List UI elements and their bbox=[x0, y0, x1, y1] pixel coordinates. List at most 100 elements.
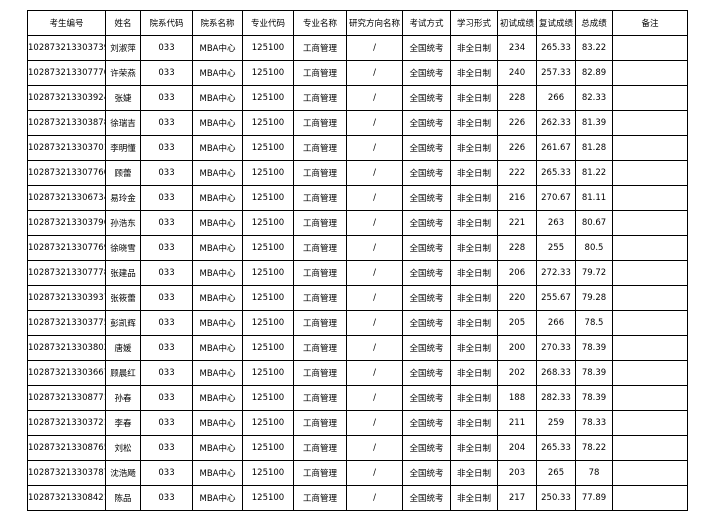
table-cell: 非全日制 bbox=[450, 110, 498, 136]
table-cell: 张婕 bbox=[105, 85, 141, 111]
table-cell: 全国统考 bbox=[402, 160, 451, 186]
table-cell: 125100 bbox=[242, 60, 294, 86]
score-table: 考生编号 姓名 院系代码 院系名称 专业代码 专业名称 研究方向名称 考试方式 学习形式 初试成绩… bbox=[27, 10, 688, 511]
table-cell: 顾晨红 bbox=[105, 360, 141, 386]
table-cell: MBA中心 bbox=[192, 135, 243, 161]
table-cell: 非全日制 bbox=[450, 210, 498, 236]
table-cell: 易玲金 bbox=[105, 185, 141, 211]
table-cell: 102873213303739 bbox=[27, 35, 106, 61]
table-cell: 033 bbox=[140, 485, 193, 511]
table-cell: 125100 bbox=[242, 85, 294, 111]
table-cell: 全国统考 bbox=[402, 360, 451, 386]
empty-cell bbox=[612, 335, 688, 361]
table-cell: 非全日制 bbox=[450, 185, 498, 211]
table-cell: 102873213307770 bbox=[27, 60, 106, 86]
table-cell: 125100 bbox=[242, 385, 294, 411]
table-cell: MBA中心 bbox=[192, 385, 243, 411]
table-row: 102873213307760 顾蕾 033 MBA中心 125100 工商管理 / 全国统考… bbox=[27, 160, 688, 186]
table-cell: 102873213303937 bbox=[27, 285, 106, 311]
empty-cell bbox=[612, 260, 688, 286]
empty-cell bbox=[612, 35, 688, 61]
table-cell: 工商管理 bbox=[293, 335, 347, 361]
empty-cell bbox=[612, 185, 688, 211]
table-cell: 266 bbox=[536, 310, 576, 336]
table-cell: 78.39 bbox=[575, 385, 613, 411]
table-cell: 125100 bbox=[242, 285, 294, 311]
table-cell: 102873213303878 bbox=[27, 110, 106, 136]
table-cell: 228 bbox=[497, 235, 537, 261]
table-cell: 102873213303796 bbox=[27, 210, 106, 236]
table-cell: / bbox=[346, 485, 403, 511]
table-cell: 全国统考 bbox=[402, 435, 451, 461]
table-cell: MBA中心 bbox=[192, 310, 243, 336]
empty-cell bbox=[612, 135, 688, 161]
table-cell: 125100 bbox=[242, 310, 294, 336]
empty-cell bbox=[612, 360, 688, 386]
table-cell: 033 bbox=[140, 210, 193, 236]
table-cell: MBA中心 bbox=[192, 485, 243, 511]
table-cell: 272.33 bbox=[536, 260, 576, 286]
table-cell: 78.5 bbox=[575, 310, 613, 336]
table-cell: MBA中心 bbox=[192, 435, 243, 461]
table-cell: 非全日制 bbox=[450, 435, 498, 461]
table-cell: MBA中心 bbox=[192, 235, 243, 261]
table-cell: 125100 bbox=[242, 485, 294, 511]
header-cell: 院系代码 bbox=[140, 10, 193, 36]
empty-cell bbox=[612, 410, 688, 436]
table-cell: 非全日制 bbox=[450, 385, 498, 411]
table-cell: 125100 bbox=[242, 185, 294, 211]
table-cell: 79.72 bbox=[575, 260, 613, 286]
empty-cell bbox=[612, 485, 688, 511]
table-cell: MBA中心 bbox=[192, 360, 243, 386]
table-cell: 工商管理 bbox=[293, 85, 347, 111]
table-cell: 202 bbox=[497, 360, 537, 386]
table-cell: 全国统考 bbox=[402, 35, 451, 61]
table-cell: 102873213306734 bbox=[27, 185, 106, 211]
table-cell: 102873213303667 bbox=[27, 360, 106, 386]
table-cell: 217 bbox=[497, 485, 537, 511]
table-cell: 非全日制 bbox=[450, 460, 498, 486]
empty-cell bbox=[612, 235, 688, 261]
table-cell: 全国统考 bbox=[402, 385, 451, 411]
table-cell: 033 bbox=[140, 460, 193, 486]
header-row: 考生编号 姓名 院系代码 院系名称 专业代码 专业名称 研究方向名称 考试方式 学习形式 初试成绩… bbox=[27, 10, 688, 36]
table-cell: 125100 bbox=[242, 335, 294, 361]
table-cell: 81.39 bbox=[575, 110, 613, 136]
table-cell: 80.67 bbox=[575, 210, 613, 236]
table-row: 102873213308421 陈品 033 MBA中心 125100 工商管理 / 全国统考… bbox=[27, 485, 688, 511]
table-row: 102873213303924 张婕 033 MBA中心 125100 工商管理 / 全国统考… bbox=[27, 85, 688, 111]
table-row: 102873213303796 孙浩东 033 MBA中心 125100 工商管理 / 全国统… bbox=[27, 210, 688, 236]
table-body: 102873213303739 刘淑萍 033 MBA中心 125100 工商管理 / 全国统… bbox=[27, 35, 688, 511]
empty-cell bbox=[612, 85, 688, 111]
table-cell: 沈浩飏 bbox=[105, 460, 141, 486]
table-cell: 刘淑萍 bbox=[105, 35, 141, 61]
table-cell: / bbox=[346, 460, 403, 486]
table-cell: 204 bbox=[497, 435, 537, 461]
table-cell: 222 bbox=[497, 160, 537, 186]
table-row: 102873213303667 顾晨红 033 MBA中心 125100 工商管理 / 全国统… bbox=[27, 360, 688, 386]
table-cell: 全国统考 bbox=[402, 210, 451, 236]
table-cell: 工商管理 bbox=[293, 60, 347, 86]
table-cell: 268.33 bbox=[536, 360, 576, 386]
table-cell: 全国统考 bbox=[402, 85, 451, 111]
table-cell: 221 bbox=[497, 210, 537, 236]
table-cell: 270.33 bbox=[536, 335, 576, 361]
header-cell: 专业名称 bbox=[293, 10, 347, 36]
table-cell: 77.89 bbox=[575, 485, 613, 511]
table-cell: 非全日制 bbox=[450, 285, 498, 311]
empty-cell bbox=[612, 60, 688, 86]
table-cell: 工商管理 bbox=[293, 185, 347, 211]
table-cell: 全国统考 bbox=[402, 485, 451, 511]
table-cell: 033 bbox=[140, 260, 193, 286]
table-cell: 工商管理 bbox=[293, 285, 347, 311]
table-cell: 102873213307778 bbox=[27, 260, 106, 286]
empty-cell bbox=[612, 110, 688, 136]
table-cell: 78.22 bbox=[575, 435, 613, 461]
table-cell: 工商管理 bbox=[293, 135, 347, 161]
table-row: 102873213303739 刘淑萍 033 MBA中心 125100 工商管理 / 全国统… bbox=[27, 35, 688, 61]
table-cell: 非全日制 bbox=[450, 235, 498, 261]
table-cell: 125100 bbox=[242, 35, 294, 61]
table-cell: 102873213303775 bbox=[27, 310, 106, 336]
table-cell: 250.33 bbox=[536, 485, 576, 511]
table-cell: 非全日制 bbox=[450, 260, 498, 286]
